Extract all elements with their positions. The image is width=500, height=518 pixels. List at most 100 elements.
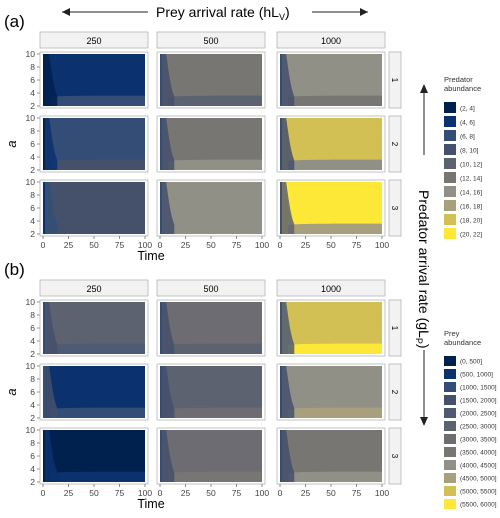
legend-swatch <box>444 356 456 366</box>
x-axis-title: Time <box>137 497 164 511</box>
legend-entry-label: (6, 8] <box>460 134 475 141</box>
field-band <box>51 223 145 234</box>
field-initial <box>280 54 282 106</box>
y-tick-label: 10 <box>26 177 36 187</box>
y-tick-label: 8 <box>30 374 35 384</box>
field-band <box>51 471 145 482</box>
x-tick-label: 0 <box>41 488 46 498</box>
field-early <box>43 302 58 354</box>
field-initial <box>160 302 162 354</box>
column-strip <box>156 31 266 49</box>
x-tick-label: 25 <box>64 488 74 498</box>
field-initial <box>160 54 162 106</box>
column-label: 500 <box>203 284 218 294</box>
field-early <box>160 366 175 418</box>
x-tick-label: 25 <box>181 488 191 498</box>
legend-entry-label: (14, 16] <box>460 190 482 197</box>
column-strip <box>156 279 266 297</box>
legend-swatch <box>444 130 456 141</box>
x-tick-label: 50 <box>326 488 336 498</box>
field-initial <box>43 54 45 106</box>
legend-entry-label: (1000, 1500] <box>460 385 497 392</box>
legend-swatch <box>444 421 456 431</box>
legend-swatch <box>444 408 456 418</box>
field-band <box>288 223 382 234</box>
legend-entry-label: (2000, 2500] <box>460 411 497 418</box>
column-strip <box>276 279 386 297</box>
y-tick-label: 6 <box>30 203 35 213</box>
y-tick-label: 4 <box>30 152 35 162</box>
x-tick-label: 50 <box>89 240 99 250</box>
legend-entry-label: (500, 1000] <box>460 372 493 379</box>
y-axis-title: a <box>4 388 19 395</box>
field-band <box>51 95 145 106</box>
field-early <box>280 182 295 234</box>
column-label: 250 <box>86 36 101 46</box>
field-early <box>280 118 295 170</box>
field-early <box>43 366 58 418</box>
x-tick-label: 25 <box>301 240 311 250</box>
field-band <box>288 343 382 354</box>
panel-label: (a) <box>4 12 25 31</box>
legend-entry-label: (2500, 3000] <box>460 424 497 431</box>
y-tick-label: 8 <box>30 438 35 448</box>
y-tick-label: 6 <box>30 75 35 85</box>
field-early <box>43 430 58 482</box>
legend-entry-label: (10, 12] <box>460 162 482 169</box>
row-strip <box>388 363 402 421</box>
legend-swatch <box>444 102 456 113</box>
y-tick-label: 2 <box>30 413 35 423</box>
legend-entry-label: (0, 500] <box>460 359 482 366</box>
field-early <box>43 118 58 170</box>
field-initial <box>280 118 282 170</box>
field-initial <box>280 182 282 234</box>
x-tick-label: 100 <box>138 240 152 250</box>
legend-swatch <box>444 447 456 457</box>
legend-entry-label: (12, 14] <box>460 176 482 183</box>
x-tick-label: 0 <box>278 240 283 250</box>
y-tick-label: 10 <box>26 425 36 435</box>
legend-swatch <box>444 369 456 379</box>
field-early <box>280 430 295 482</box>
legend-entry-label: (5500, 6000] <box>460 502 497 509</box>
field-initial <box>43 118 45 170</box>
x-tick-label: 75 <box>232 240 242 250</box>
legend-swatch <box>444 434 456 444</box>
y-tick-label: 10 <box>26 361 36 371</box>
legend-swatch <box>444 214 456 225</box>
y-tick-label: 6 <box>30 139 35 149</box>
field-band <box>51 407 145 418</box>
y-tick-label: 6 <box>30 451 35 461</box>
x-axis-title: Time <box>137 249 164 263</box>
field-early <box>160 54 175 106</box>
legend-entry-label: (16, 18] <box>460 204 482 211</box>
x-tick-label: 50 <box>206 488 216 498</box>
legend-swatch <box>444 228 456 239</box>
top-axis-label: Prey arrival rate (hLV) <box>156 4 290 22</box>
legend-entry-label: (4000, 4500] <box>460 463 497 470</box>
y-tick-label: 2 <box>30 229 35 239</box>
x-tick-label: 50 <box>326 240 336 250</box>
row-strip <box>388 299 402 357</box>
column-label: 500 <box>203 36 218 46</box>
right-axis-label: Predator arrival rate (gLP) <box>414 190 432 349</box>
field-band <box>168 407 262 418</box>
x-tick-label: 25 <box>301 488 311 498</box>
legend-entry-label: (2, 4] <box>460 106 475 113</box>
x-tick-label: 75 <box>232 488 242 498</box>
legend-swatch <box>444 116 456 127</box>
field-band <box>288 407 382 418</box>
x-tick-label: 25 <box>181 240 191 250</box>
field-initial <box>160 118 162 170</box>
x-tick-label: 100 <box>255 488 269 498</box>
row-label: 2 <box>390 390 399 395</box>
field-early <box>280 54 295 106</box>
row-label: 2 <box>390 142 399 147</box>
right-header: Predator arrival rate (gLP) <box>414 84 432 426</box>
x-tick-label: 0 <box>158 240 163 250</box>
legend-swatch <box>444 200 456 211</box>
legend-entry-label: (4, 6] <box>460 120 475 127</box>
legend-swatch <box>444 486 456 496</box>
column-strip <box>39 279 149 297</box>
column-label: 1000 <box>321 284 341 294</box>
